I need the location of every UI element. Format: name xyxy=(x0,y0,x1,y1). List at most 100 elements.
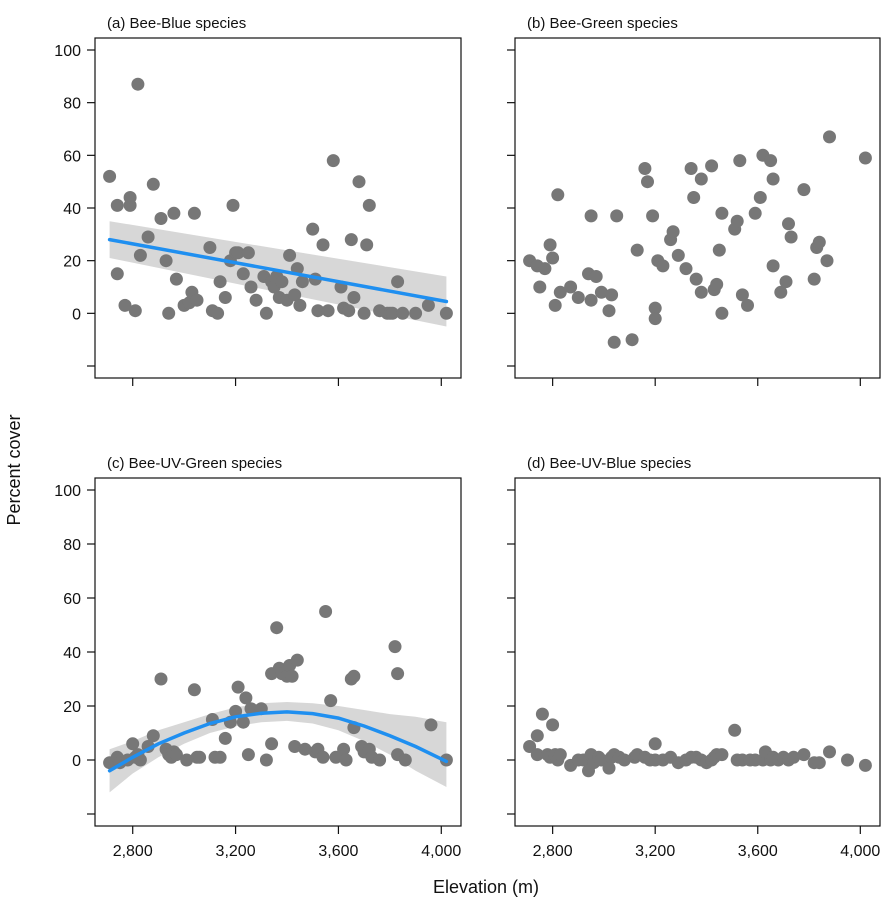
data-point xyxy=(154,212,168,225)
data-point xyxy=(523,740,537,753)
data-point xyxy=(128,304,142,318)
data-point xyxy=(241,748,255,762)
data-point xyxy=(288,740,302,753)
data-point xyxy=(546,251,560,265)
data-point xyxy=(424,718,438,732)
data-point xyxy=(203,241,217,254)
data-point xyxy=(797,183,811,197)
fit-line xyxy=(107,710,449,773)
data-point xyxy=(748,206,762,220)
data-point xyxy=(679,262,693,276)
data-point xyxy=(213,275,227,289)
data-point xyxy=(239,691,253,705)
x-tick-label: 3,200 xyxy=(635,843,675,860)
data-point xyxy=(167,206,181,220)
data-point xyxy=(764,154,778,168)
data-point xyxy=(265,737,279,751)
data-point xyxy=(638,162,652,175)
data-point xyxy=(533,280,547,294)
data-point xyxy=(290,653,304,667)
data-point xyxy=(530,748,544,762)
panel-d: (d) Bee-UV-Blue species 2,800 3,200 3,600 4,… xyxy=(507,455,881,860)
panel-title: (b) Bee-Green species xyxy=(527,15,678,32)
data-point xyxy=(321,304,335,318)
data-point xyxy=(218,291,232,304)
data-point xyxy=(823,130,836,144)
data-point xyxy=(858,758,872,772)
data-point xyxy=(141,230,155,244)
x-tick-label: 4,000 xyxy=(421,843,461,860)
data-point xyxy=(373,753,387,767)
data-point xyxy=(326,154,340,168)
data-point xyxy=(187,683,201,697)
data-point xyxy=(259,753,273,767)
data-point xyxy=(548,298,562,312)
x-tick-label: 3,600 xyxy=(738,843,778,860)
data-point xyxy=(841,753,854,767)
data-point xyxy=(110,198,124,212)
data-point xyxy=(316,238,330,252)
data-point xyxy=(535,707,549,721)
plot-frame xyxy=(514,477,881,827)
data-point xyxy=(553,285,567,299)
panels-group: (a) Bee-Blue species 0 20 40 60 80 100 (b) Bee-… xyxy=(54,15,881,860)
data-point xyxy=(231,246,245,260)
data-point xyxy=(362,198,376,212)
panel-title: (a) Bee-Blue species xyxy=(107,15,246,32)
data-point xyxy=(694,285,708,299)
data-point xyxy=(787,750,801,764)
data-point xyxy=(684,162,698,175)
data-point xyxy=(236,715,250,729)
data-point xyxy=(625,333,639,347)
data-point xyxy=(741,298,754,312)
data-point xyxy=(190,293,204,307)
data-point xyxy=(728,723,742,737)
data-point xyxy=(715,206,729,220)
data-point xyxy=(712,243,726,257)
data-point xyxy=(123,191,137,204)
data-point xyxy=(316,750,330,764)
data-point xyxy=(298,742,312,756)
y-axis-label: Percent cover xyxy=(4,414,24,525)
data-point xyxy=(133,248,147,262)
y-tick-label: 60 xyxy=(63,148,81,165)
data-point xyxy=(648,312,662,326)
data-point xyxy=(236,267,250,281)
x-axis-label: Elevation (m) xyxy=(433,877,539,897)
data-point xyxy=(213,750,227,764)
data-point xyxy=(388,640,402,654)
data-point xyxy=(530,729,544,743)
data-point xyxy=(812,235,826,249)
data-point xyxy=(641,175,654,189)
data-point xyxy=(779,275,793,289)
y-tick-label: 100 xyxy=(54,483,81,500)
data-point xyxy=(270,621,284,635)
data-point xyxy=(774,285,788,299)
data-point xyxy=(584,209,598,223)
data-point xyxy=(784,230,798,244)
panel-a: (a) Bee-Blue species 0 20 40 60 80 100 xyxy=(54,15,462,386)
data-point xyxy=(584,293,598,307)
x-tick-label: 3,200 xyxy=(216,843,256,860)
data-point xyxy=(594,285,608,299)
data-point xyxy=(715,748,729,762)
data-point xyxy=(180,753,194,767)
data-point xyxy=(687,191,701,204)
data-point xyxy=(607,335,621,349)
x-tick-label: 2,800 xyxy=(113,843,153,860)
data-point xyxy=(858,151,872,165)
data-point xyxy=(439,306,453,320)
data-point xyxy=(275,275,289,289)
data-point xyxy=(295,275,309,289)
data-point xyxy=(807,272,821,286)
panel-title: (c) Bee-UV-Green species xyxy=(107,455,282,472)
data-point xyxy=(352,175,366,189)
data-point xyxy=(306,222,320,236)
data-point xyxy=(357,306,371,320)
data-point xyxy=(553,748,567,762)
panel-c: (c) Bee-UV-Green species 0 20 40 60 80 100 2,80… xyxy=(54,455,462,860)
data-point xyxy=(249,293,263,307)
data-point xyxy=(648,737,662,751)
y-tick-label: 0 xyxy=(72,306,81,323)
data-point xyxy=(283,248,297,262)
